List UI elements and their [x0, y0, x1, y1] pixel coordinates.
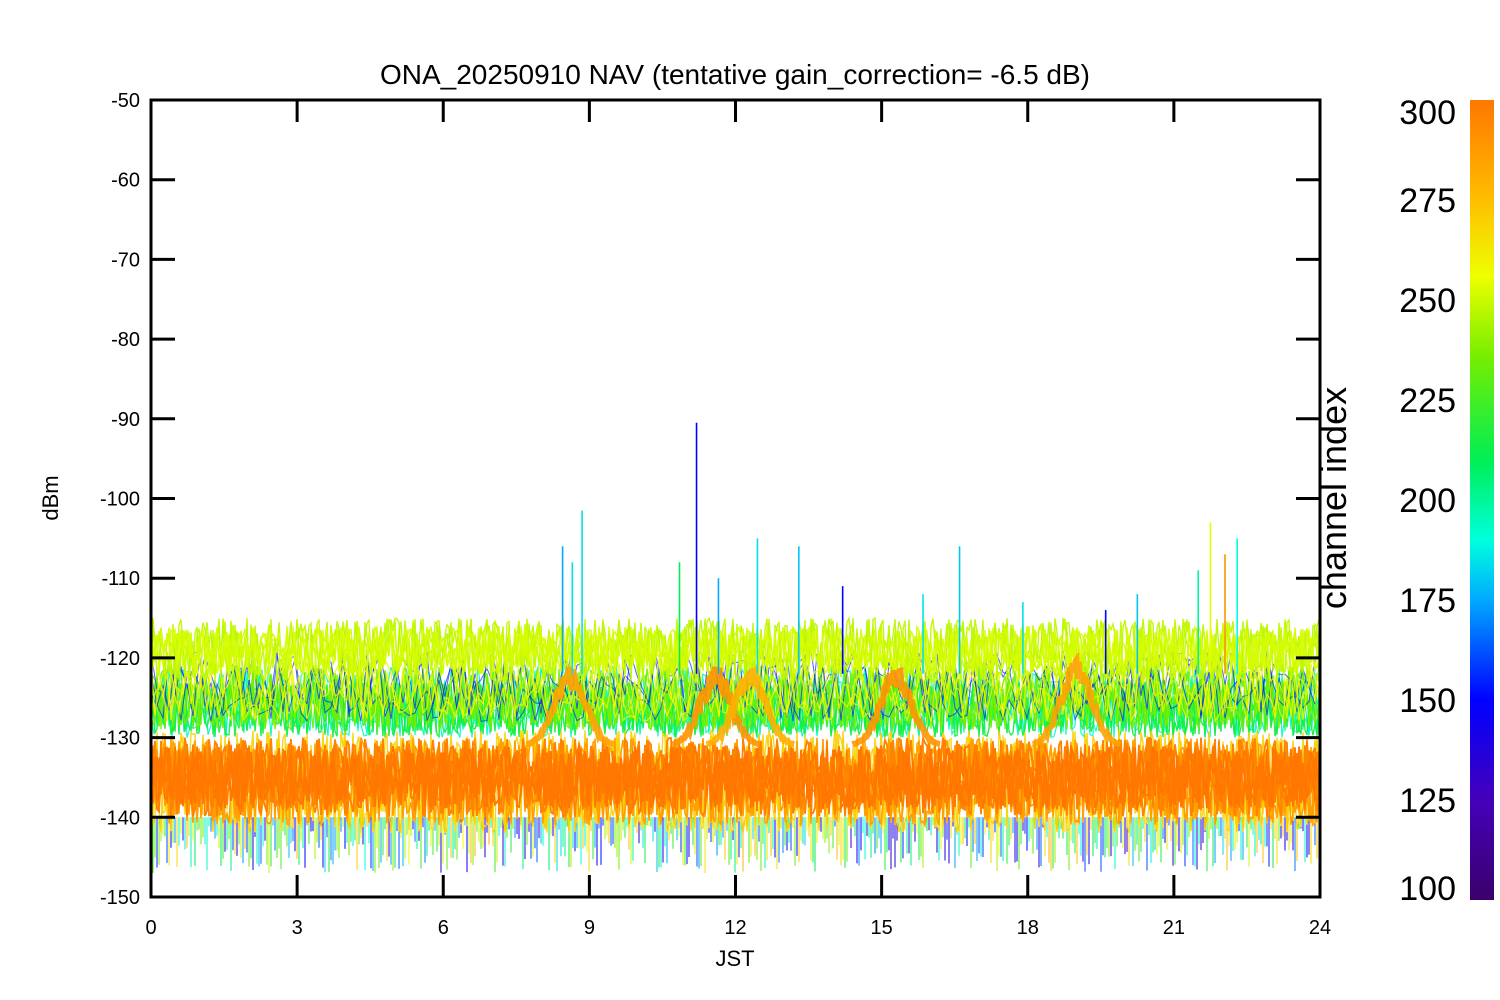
main-band-orange3	[151, 744, 1320, 813]
y-tick-label: -70	[111, 249, 140, 271]
colorbar-ticks: 100 125 150 175 200 225 250 275 300	[1399, 94, 1456, 908]
bump-2	[705, 661, 796, 748]
bump-4	[1031, 651, 1122, 748]
colorbar-tick-label: 175	[1399, 582, 1456, 620]
colorbar-tick-label: 200	[1399, 482, 1456, 520]
colorbar-tick-label: 300	[1399, 94, 1456, 132]
colorbar-tick-label: 100	[1399, 870, 1456, 908]
x-tick-label: 21	[1163, 917, 1185, 939]
x-axis: 0 3 6 9 12 15 18 21 24	[145, 100, 1331, 939]
colorbar-tick-label: 250	[1399, 282, 1456, 320]
y-axis-title: dBm	[38, 475, 63, 520]
y-tick-label: -60	[111, 170, 140, 192]
x-tick-label: 0	[145, 917, 156, 939]
x-tick-label: 12	[724, 917, 746, 939]
bump-3	[851, 667, 941, 748]
colorbar-tick-label: 150	[1399, 682, 1456, 720]
y-tick-label: -150	[100, 887, 140, 909]
y-tick-label: -110	[101, 568, 140, 590]
plot-area	[151, 422, 1320, 873]
x-tick-label: 6	[438, 917, 449, 939]
y-tick-label: -80	[111, 329, 140, 351]
colorbar	[1470, 100, 1494, 900]
colorbar-title: channel index	[1313, 387, 1354, 609]
colorbar-tick-label: 125	[1399, 782, 1456, 820]
y-tick-label: -90	[111, 409, 140, 431]
y-tick-label: -140	[100, 807, 140, 829]
upper-band-lime2	[151, 624, 1320, 676]
y-tick-label: -120	[100, 648, 140, 670]
x-axis-title: JST	[715, 946, 754, 971]
bump-1	[671, 666, 761, 748]
y-tick-label: -50	[111, 90, 140, 112]
colorbar-tick-label: 225	[1399, 382, 1456, 420]
bump-0	[526, 665, 615, 748]
chart-title: ONA_20250910 NAV (tentative gain_correct…	[380, 59, 1090, 90]
x-tick-label: 18	[1017, 917, 1039, 939]
lower-fringe	[151, 817, 1320, 873]
y-tick-label: -100	[100, 489, 140, 511]
y-axis: -150 -140 -130 -120 -110 -100 -90 -80 -70 -60 -50	[100, 90, 1320, 909]
colorbar-tick-label: 275	[1399, 182, 1456, 220]
x-tick-label: 9	[584, 917, 595, 939]
x-tick-label: 15	[871, 917, 893, 939]
y-tick-label: -130	[100, 728, 140, 750]
x-tick-label: 24	[1309, 917, 1331, 939]
x-tick-label: 3	[292, 917, 303, 939]
